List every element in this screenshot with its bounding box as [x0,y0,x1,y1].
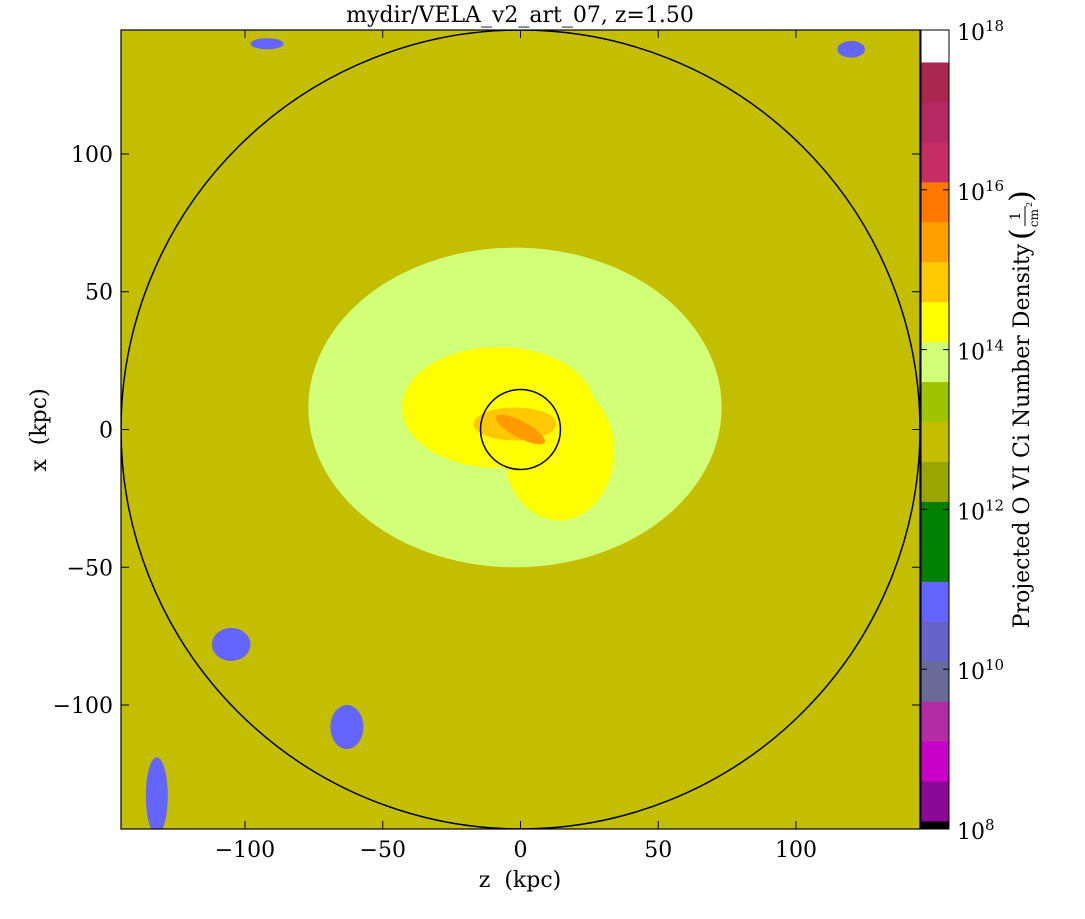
x-tick-label: 100 [775,838,817,863]
colorbar-label-text: Projected O VI Ci Number Density [1010,243,1035,628]
colorbar-unit-paren-left: ( [1004,228,1039,240]
colorbar-band [921,501,949,542]
colorbar-band [921,461,949,502]
colorbar-band [921,821,949,830]
colorbar-band [921,621,949,662]
colorbar-tick-label: 1012 [957,496,1004,525]
colorbar-unit-numerator: 1 [1008,212,1024,221]
radius-circles [121,30,920,829]
chart-title: mydir/VELA_v2_art_07, z=1.50 [346,3,694,28]
y-tick-label: −50 [67,556,113,581]
colorbar-unit-exponent: 2 [1025,202,1034,207]
colorbar-band [921,341,949,383]
galaxy-radius-circle [479,388,562,471]
column-density-map [121,30,920,829]
region-low-column-clump-1 [211,627,251,661]
y-axis-ticks: −100 −50 0 50 100 [53,143,920,719]
region-low-column-clump-3 [145,757,168,829]
colorbar [920,29,950,830]
x-tick-label: −100 [215,838,275,863]
colorbar-unit-paren-right: ) [1004,190,1039,202]
y-tick-label: 0 [99,419,113,444]
x-tick-label: 50 [644,838,672,863]
y-tick-label: −100 [53,694,113,719]
colorbar-band [921,701,949,742]
colorbar-band [921,301,949,343]
colorbar-band [921,221,949,263]
colorbar-band [921,181,949,223]
region-inner-halo-east [503,382,615,521]
colorbar-band [921,541,949,582]
y-tick-label: 50 [85,281,113,306]
x-tick-label: 0 [514,838,528,863]
x-tick-label: −50 [360,838,406,863]
colorbar-band [921,261,949,303]
x-axis-ticks: −100 −50 0 50 100 [215,30,817,863]
colorbar-tick-label: 1014 [957,337,1004,366]
colorbar-tick-label: 1018 [957,17,1004,46]
colorbar-band [921,661,949,702]
colorbar-band [921,781,949,822]
x-axis-label: z (kpc) [479,868,561,893]
region-disk [495,414,546,445]
colorbar-band [921,421,949,462]
colorbar-unit-denominator: cm [1027,208,1041,227]
colorbar-band [921,30,949,63]
colorbar-band [921,581,949,622]
colorbar-tick-label: 1016 [957,177,1004,206]
colorbar-band [921,141,949,183]
region-low-column-clump-5 [250,38,284,50]
colorbar-band [921,381,949,423]
region-low-column-clump-4 [837,41,865,58]
colorbar-tick-label: 1010 [957,656,1004,685]
y-axis-label: x (kpc) [27,388,52,471]
y-tick-label: 100 [71,143,113,168]
colorbar-band [921,61,949,103]
region-low-column-clump-2 [330,705,364,750]
colorbar-band [921,101,949,143]
colorbar-tick-label: 108 [957,816,995,845]
colorbar-frame [920,29,950,830]
colorbar-band [921,741,949,782]
colorbar-label: Projected O VI Ci Number Density ( 1 cm … [1004,190,1041,628]
